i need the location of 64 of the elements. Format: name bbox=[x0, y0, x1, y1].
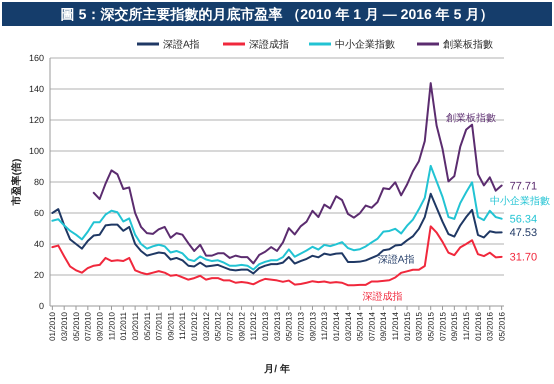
x-tick-label: 03/2012 bbox=[202, 311, 211, 341]
data-label: 47.53 bbox=[510, 227, 538, 240]
y-tick-label: 100 bbox=[28, 146, 44, 156]
x-tick-label: 07/2015 bbox=[438, 311, 448, 341]
x-tick-label: 01/2013 bbox=[260, 311, 270, 341]
legend-label: 深證A指 bbox=[163, 38, 200, 50]
x-tick-label: 09/2010 bbox=[95, 311, 104, 341]
x-tick-label: 11/2014 bbox=[391, 311, 400, 340]
x-tick-label: 11/2015 bbox=[462, 311, 471, 340]
x-tick-label: 09/2011 bbox=[166, 311, 176, 340]
legend-label: 中小企業指數 bbox=[335, 38, 395, 50]
legend-label: 深證成指 bbox=[249, 38, 289, 50]
x-tick-label: 03/2010 bbox=[60, 311, 69, 341]
chart-title: 圖 5：深交所主要指數的月底市盈率 （2010 年 1 月 — 2016 年 5 月） bbox=[60, 6, 494, 22]
data-label: 77.71 bbox=[510, 180, 538, 192]
x-tick-label: 09/2014 bbox=[379, 311, 388, 341]
y-tick-label: 0 bbox=[38, 301, 44, 312]
x-tick-label: 07/2014 bbox=[367, 311, 376, 341]
line-series bbox=[51, 225, 503, 286]
x-tick-label: 09/2012 bbox=[237, 311, 246, 341]
data-label: 31.70 bbox=[510, 252, 538, 264]
annotation: 中小企業指數 bbox=[490, 195, 550, 208]
y-tick-label: 20 bbox=[34, 270, 44, 280]
x-tick-label: 07/2012 bbox=[226, 311, 235, 341]
y-axis-title: 市盈率(倍) bbox=[10, 158, 22, 206]
x-tick-label: 03/2014 bbox=[344, 311, 353, 341]
y-tick-label: 40 bbox=[34, 239, 44, 250]
x-tick-label: 01/2014 bbox=[332, 311, 341, 341]
x-tick-label: 01/2010 bbox=[48, 311, 58, 341]
x-tick-label: 03/2013 bbox=[272, 311, 282, 341]
x-tick-label: 05/2016 bbox=[497, 311, 506, 341]
x-tick-label: 11/2012 bbox=[249, 311, 258, 340]
x-tick-label: 01/2012 bbox=[190, 311, 200, 341]
y-tick-label: 120 bbox=[28, 115, 44, 126]
data-label: 56.34 bbox=[510, 214, 538, 226]
annotation: 深證成指 bbox=[362, 290, 402, 303]
x-tick-label: 09/2015 bbox=[450, 311, 460, 341]
x-tick-label: 09/2013 bbox=[308, 311, 318, 341]
annotation: 創業板指數 bbox=[446, 112, 496, 124]
x-tick-label: 05/2010 bbox=[72, 311, 81, 341]
x-tick-label: 01/2015 bbox=[402, 311, 412, 341]
x-tick-label: 05/2013 bbox=[284, 311, 294, 341]
annotation: 深證A指 bbox=[378, 253, 414, 266]
x-tick-label: 07/2010 bbox=[84, 311, 93, 341]
x-tick-label: 01/2011 bbox=[119, 311, 128, 340]
x-tick-label: 05/2015 bbox=[426, 311, 436, 341]
y-tick-label: 80 bbox=[34, 177, 44, 188]
x-tick-label: 03/2011 bbox=[130, 311, 140, 340]
y-tick-label: 160 bbox=[28, 53, 44, 64]
x-tick-label: 01/2016 bbox=[474, 311, 483, 341]
x-tick-label: 11/2011 bbox=[178, 311, 188, 340]
x-tick-label: 07/2011 bbox=[154, 311, 164, 340]
x-tick-label: 05/2012 bbox=[214, 311, 223, 341]
y-tick-label: 60 bbox=[34, 208, 44, 218]
x-tick-label: 11/2010 bbox=[107, 311, 116, 340]
x-tick-label: 05/2011 bbox=[142, 311, 152, 340]
x-axis-title: 月/ 年 bbox=[263, 363, 290, 375]
x-tick-label: 05/2014 bbox=[356, 311, 365, 341]
x-tick-label: 03/2015 bbox=[414, 311, 424, 341]
x-tick-label: 07/2013 bbox=[296, 311, 306, 341]
x-tick-label: 03/2016 bbox=[486, 311, 495, 341]
y-tick-label: 140 bbox=[28, 84, 44, 94]
x-tick-label: 11/2013 bbox=[320, 311, 330, 340]
legend-label: 創業板指數 bbox=[443, 38, 493, 50]
